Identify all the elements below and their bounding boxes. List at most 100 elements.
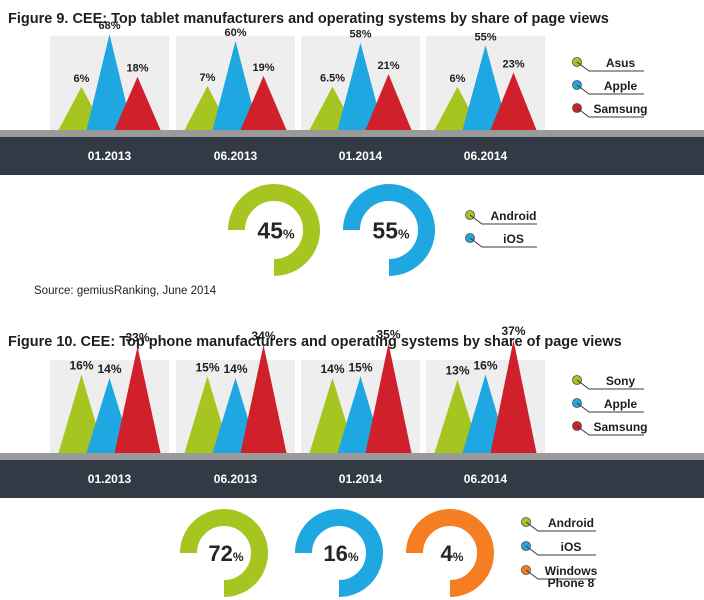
value-label: 14% bbox=[97, 362, 121, 376]
base-bar bbox=[0, 460, 704, 498]
value-label: 18% bbox=[126, 63, 148, 75]
period-label: 06.2014 bbox=[464, 472, 508, 486]
value-label: 15% bbox=[348, 360, 372, 374]
donut-android: 72% bbox=[178, 509, 268, 599]
value-label: 7% bbox=[200, 72, 216, 84]
legend-leader bbox=[469, 214, 537, 225]
donut-value: 45% bbox=[257, 217, 295, 243]
triangle-apple bbox=[337, 42, 384, 131]
donut-ios: 16% bbox=[293, 509, 383, 599]
donut-gap bbox=[341, 230, 389, 278]
triangle-samsung bbox=[490, 72, 537, 130]
triangle-samsung bbox=[490, 339, 537, 453]
value-label: 6.5% bbox=[320, 72, 345, 84]
legend-label: Samsung bbox=[593, 420, 647, 434]
donut-gap bbox=[293, 553, 339, 599]
donut-value: 16% bbox=[323, 541, 358, 566]
period-label: 01.2013 bbox=[88, 149, 132, 163]
legend-leader bbox=[576, 425, 644, 436]
legend-label: Phone 8 bbox=[548, 576, 595, 590]
period-label: 01.2014 bbox=[339, 472, 383, 486]
donut-gap bbox=[226, 230, 274, 278]
legend-label: iOS bbox=[561, 540, 582, 554]
triangle-chart-10: 16% 14% 33% 01.2013 15% 14% 34% 06.2013 14% 15% 35… bbox=[0, 324, 704, 498]
value-label: 68% bbox=[98, 20, 120, 32]
period-label: 06.2014 bbox=[464, 149, 508, 163]
legend-label: Sony bbox=[606, 374, 636, 388]
value-label: 14% bbox=[223, 362, 247, 376]
legend-leader bbox=[576, 84, 644, 95]
value-label: 14% bbox=[320, 362, 344, 376]
donut-ios: 55% bbox=[341, 184, 435, 278]
percent-sign: % bbox=[398, 226, 410, 241]
legend-label: Apple bbox=[604, 79, 638, 93]
value-label: 21% bbox=[377, 60, 399, 72]
value-label: 6% bbox=[450, 73, 466, 85]
period-label: 06.2013 bbox=[214, 149, 258, 163]
figure9-title: Figure 9. CEE: Top tablet manufacturers … bbox=[8, 11, 609, 27]
value-label: 15% bbox=[195, 360, 219, 374]
period-label: 06.2013 bbox=[214, 472, 258, 486]
triangle-samsung bbox=[240, 75, 287, 130]
triangle-chart-9: 6% 68% 18% 01.2013 7% 60% 19% 06.2013 6.5% 58% 21%… bbox=[0, 20, 704, 175]
value-label: 16% bbox=[69, 359, 93, 373]
donut-value: 72% bbox=[208, 541, 243, 566]
legend-leader bbox=[576, 402, 644, 413]
legend-leader bbox=[525, 545, 596, 556]
legend-leader bbox=[525, 521, 596, 532]
legend-label: Samsung bbox=[593, 102, 647, 116]
figure10-title: Figure 10. CEE: Top phone manufacturers … bbox=[8, 334, 622, 350]
value-label: 58% bbox=[349, 29, 371, 41]
value-label: 6% bbox=[74, 73, 90, 85]
legend: Asus Apple Samsung bbox=[572, 56, 648, 118]
donut-value: 55% bbox=[372, 217, 410, 243]
legend-label: Android bbox=[548, 516, 594, 530]
percent-sign: % bbox=[453, 550, 464, 564]
period-label: 01.2013 bbox=[88, 472, 132, 486]
value-label: 55% bbox=[474, 31, 496, 43]
source-note: Source: gemiusRanking, June 2014 bbox=[34, 285, 217, 297]
value-label: 33% bbox=[125, 331, 149, 345]
legend-leader bbox=[576, 61, 644, 72]
value-label: 16% bbox=[473, 359, 497, 373]
donut-windows-phone-8: 4% bbox=[404, 509, 494, 599]
base-bar-top bbox=[0, 130, 704, 137]
period-label: 01.2014 bbox=[339, 149, 383, 163]
base-bar bbox=[0, 137, 704, 175]
value-label: 23% bbox=[502, 58, 524, 70]
triangle-apple bbox=[212, 41, 259, 130]
percent-sign: % bbox=[348, 550, 359, 564]
triangle-apple bbox=[462, 45, 509, 130]
base-bar-top bbox=[0, 453, 704, 460]
value-label: 34% bbox=[251, 329, 275, 343]
triangle-samsung bbox=[365, 343, 412, 453]
legend-leader bbox=[469, 237, 537, 248]
legend-label: iOS bbox=[503, 232, 524, 246]
legend: Sony Apple Samsung bbox=[572, 374, 648, 436]
legend-label: Asus bbox=[606, 56, 636, 70]
legend-leader bbox=[576, 379, 644, 390]
percent-sign: % bbox=[283, 226, 295, 241]
donut-gap bbox=[178, 553, 224, 599]
donut-gap bbox=[404, 553, 450, 599]
legend: Android iOS bbox=[465, 209, 537, 248]
value-label: 19% bbox=[252, 62, 274, 74]
legend-leader bbox=[525, 569, 596, 580]
triangle-samsung bbox=[114, 76, 161, 130]
triangle-apple bbox=[86, 34, 133, 131]
triangle-samsung bbox=[365, 74, 412, 130]
percent-sign: % bbox=[233, 550, 244, 564]
value-label: 60% bbox=[224, 27, 246, 39]
value-label: 13% bbox=[445, 364, 469, 378]
legend-label: Apple bbox=[604, 397, 638, 411]
triangle-samsung bbox=[114, 346, 161, 453]
donut-android: 45% bbox=[226, 184, 320, 278]
value-label: 35% bbox=[376, 327, 400, 341]
triangle-samsung bbox=[240, 344, 287, 453]
donut-value: 4% bbox=[441, 541, 464, 566]
value-label: 37% bbox=[501, 324, 525, 338]
legend-label: Windows bbox=[545, 564, 598, 578]
legend-leader bbox=[576, 107, 644, 118]
